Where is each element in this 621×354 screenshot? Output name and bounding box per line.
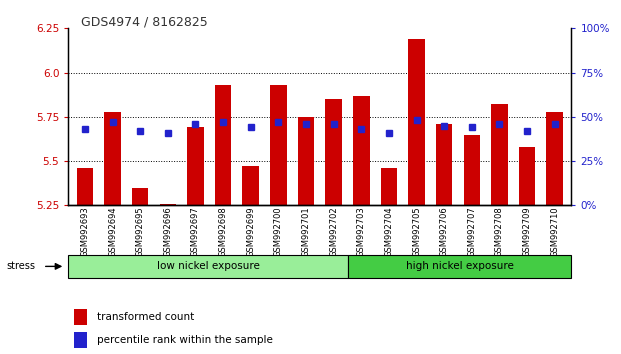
Bar [297, 117, 314, 205]
Bar [270, 85, 287, 205]
Bar [160, 204, 176, 205]
Text: GDS4974 / 8162825: GDS4974 / 8162825 [81, 16, 207, 29]
Bar [73, 332, 87, 348]
Bar [104, 112, 121, 205]
Bar [242, 166, 259, 205]
Bar [353, 96, 369, 205]
Text: low nickel exposure: low nickel exposure [156, 261, 260, 272]
Bar [491, 104, 508, 205]
Bar [215, 85, 232, 205]
Bar [546, 112, 563, 205]
Bar [381, 168, 397, 205]
Bar [73, 309, 87, 325]
Bar [408, 39, 425, 205]
Bar [463, 135, 480, 205]
Text: percentile rank within the sample: percentile rank within the sample [97, 335, 273, 346]
Text: stress: stress [6, 261, 35, 272]
Bar [76, 168, 93, 205]
Text: transformed count: transformed count [97, 312, 194, 322]
Bar [187, 127, 204, 205]
Text: high nickel exposure: high nickel exposure [406, 261, 514, 272]
Bar [436, 124, 453, 205]
Bar [519, 147, 535, 205]
Bar [325, 99, 342, 205]
Bar [132, 188, 148, 205]
